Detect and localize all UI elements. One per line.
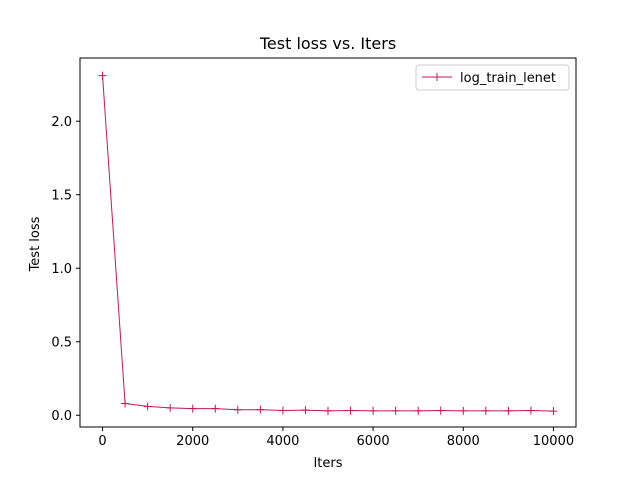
x-tick-label: 4000	[266, 434, 299, 449]
y-tick-label: 0.5	[51, 336, 72, 351]
data-point	[188, 404, 197, 413]
data-point	[481, 406, 490, 415]
data-point	[301, 406, 310, 415]
data-point	[143, 402, 152, 411]
x-tick-label: 6000	[357, 434, 390, 449]
axes-frame	[79, 57, 577, 428]
legend-label: log_train_lenet	[460, 71, 556, 86]
x-tick-label: 2000	[176, 434, 209, 449]
data-point	[436, 406, 445, 415]
data-point	[346, 406, 355, 415]
data-point	[233, 405, 242, 414]
data-point	[549, 407, 558, 416]
x-tick-label: 8000	[447, 434, 480, 449]
data-point	[98, 71, 107, 80]
x-axis-label: Iters	[313, 456, 342, 471]
x-tick-label: 10000	[533, 434, 574, 449]
data-point	[166, 403, 175, 412]
data-point	[526, 406, 535, 415]
chart-title: Test loss vs. Iters	[259, 34, 396, 53]
data-point	[369, 406, 378, 415]
data-point	[324, 406, 332, 415]
y-tick-label: 1.0	[51, 262, 72, 277]
y-tick-label: 0.0	[51, 409, 72, 424]
x-tick-label: 0	[98, 434, 106, 449]
y-tick-label: 2.0	[51, 115, 72, 130]
data-point	[211, 404, 220, 413]
data-point	[504, 406, 513, 415]
legend-box	[415, 64, 570, 91]
data-point	[256, 405, 265, 414]
y-tick-label: 1.5	[51, 189, 72, 204]
data-point	[121, 399, 130, 408]
series-layer	[98, 71, 558, 416]
data-point	[414, 406, 423, 415]
legend: log_train_lenet	[415, 64, 570, 91]
data-point	[278, 406, 287, 415]
data-point	[459, 406, 468, 415]
y-axis-label: Test loss	[28, 216, 43, 272]
data-point	[391, 406, 400, 415]
axes-layer: 0 2000 4000 6000 8000 10000 0.0 0.5 1.0 1.5 2.0	[51, 57, 577, 449]
